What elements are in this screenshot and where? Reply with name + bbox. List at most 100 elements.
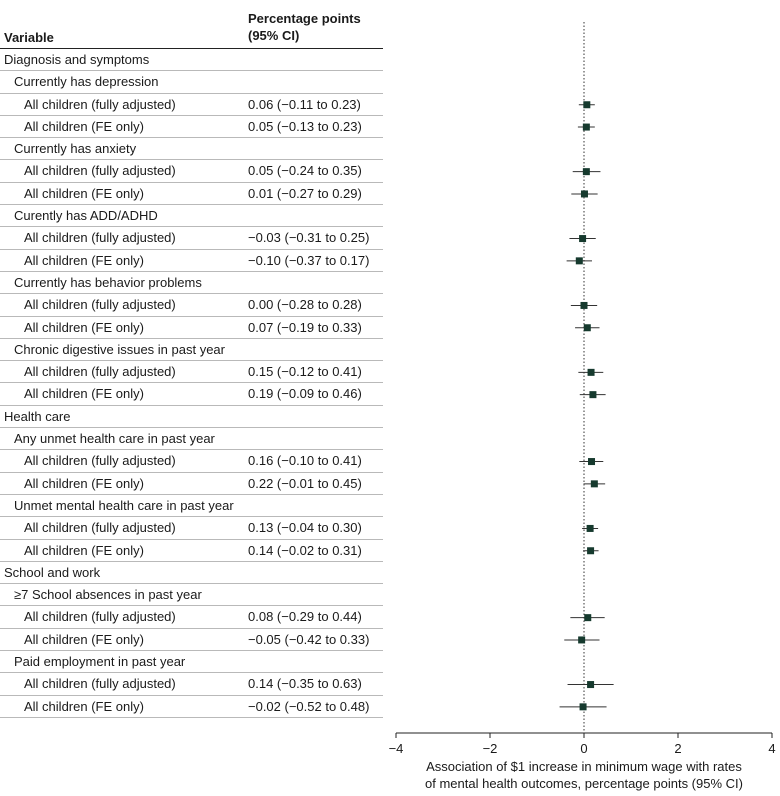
estimate-ci: 0.13 (−0.04 to 0.30) bbox=[248, 520, 362, 536]
row-label: Curently has ADD/ADHD bbox=[14, 208, 158, 224]
outcome-header: Chronic digestive issues in past year bbox=[0, 339, 383, 362]
row-label: Unmet mental health care in past year bbox=[14, 497, 234, 513]
estimate-marker bbox=[580, 190, 588, 198]
variable-column-header: Variable bbox=[4, 30, 54, 45]
table-row: All children (FE only) 0.05 (−0.13 to 0.2… bbox=[0, 116, 383, 139]
row-label: All children (fully adjusted) bbox=[24, 453, 176, 469]
outcome-header: Any unmet health care in past year bbox=[0, 428, 383, 451]
outcome-header: Curently has ADD/ADHD bbox=[0, 205, 383, 228]
table-row: All children (fully adjusted) 0.00 (−0.28… bbox=[0, 294, 383, 317]
section-header: Health care bbox=[0, 406, 383, 429]
estimate-marker bbox=[583, 101, 591, 109]
table-row: All children (FE only) 0.19 (−0.09 to 0.4… bbox=[0, 383, 383, 406]
outcome-header: Paid employment in past year bbox=[0, 651, 383, 674]
row-label: All children (fully adjusted) bbox=[24, 163, 176, 179]
row-label: All children (fully adjusted) bbox=[24, 676, 176, 692]
estimate-marker bbox=[579, 235, 587, 243]
estimate-ci: 0.07 (−0.19 to 0.33) bbox=[248, 319, 362, 335]
estimate-marker bbox=[582, 123, 590, 131]
row-label: All children (FE only) bbox=[24, 631, 144, 647]
estimate-ci: 0.05 (−0.24 to 0.35) bbox=[248, 163, 362, 179]
estimate-ci: 0.01 (−0.27 to 0.29) bbox=[248, 185, 362, 201]
estimate-ci: 0.00 (−0.28 to 0.28) bbox=[248, 297, 362, 313]
table-row: All children (FE only) −0.05 (−0.42 to 0.… bbox=[0, 629, 383, 652]
outcome-header: Currently has behavior problems bbox=[0, 272, 383, 295]
table-row: All children (fully adjusted) 0.15 (−0.12… bbox=[0, 361, 383, 384]
estimate-marker bbox=[587, 547, 595, 555]
row-label: All children (FE only) bbox=[24, 319, 144, 335]
estimate-ci: 0.14 (−0.02 to 0.31) bbox=[248, 542, 362, 558]
row-label: Paid employment in past year bbox=[14, 654, 186, 670]
table-rows: Diagnosis and symptoms Currently has depr… bbox=[0, 49, 383, 718]
estimate-ci: 0.16 (−0.10 to 0.41) bbox=[248, 453, 362, 469]
row-label: All children (FE only) bbox=[24, 185, 144, 201]
table-row: All children (fully adjusted) −0.03 (−0.3… bbox=[0, 227, 383, 250]
row-label: Chronic digestive issues in past year bbox=[14, 341, 225, 357]
estimate-marker bbox=[589, 391, 597, 399]
header-rule bbox=[0, 48, 383, 49]
row-label: All children (FE only) bbox=[24, 252, 144, 268]
outcome-header: ≥7 School absences in past year bbox=[0, 584, 383, 607]
row-label: Currently has depression bbox=[14, 74, 159, 90]
estimate-marker bbox=[579, 703, 587, 711]
estimate-ci: 0.15 (−0.12 to 0.41) bbox=[248, 364, 362, 380]
estimate-ci: −0.05 (−0.42 to 0.33) bbox=[248, 631, 370, 647]
estimate-marker bbox=[582, 168, 590, 176]
estimate-marker bbox=[587, 681, 595, 689]
estimate-marker bbox=[575, 257, 583, 265]
table-row: All children (fully adjusted) 0.05 (−0.24… bbox=[0, 160, 383, 183]
x-axis-label-line2: of mental health outcomes, percentage po… bbox=[425, 776, 743, 791]
table-row: All children (FE only) −0.10 (−0.37 to 0.… bbox=[0, 250, 383, 272]
table-row: All children (fully adjusted) 0.13 (−0.04… bbox=[0, 517, 383, 540]
estimate-ci: 0.05 (−0.13 to 0.23) bbox=[248, 118, 362, 134]
table-row: All children (fully adjusted) 0.14 (−0.35… bbox=[0, 673, 383, 696]
row-label: Currently has behavior problems bbox=[14, 274, 202, 290]
row-label: All children (FE only) bbox=[24, 475, 144, 491]
row-label: All children (fully adjusted) bbox=[24, 520, 176, 536]
x-axis-label-line1: Association of $1 increase in minimum wa… bbox=[426, 759, 742, 774]
estimate-ci: 0.22 (−0.01 to 0.45) bbox=[248, 475, 362, 491]
estimate-ci: −0.10 (−0.37 to 0.17) bbox=[248, 252, 370, 268]
estimate-marker bbox=[590, 480, 598, 488]
table-row: All children (FE only) 0.01 (−0.27 to 0.2… bbox=[0, 183, 383, 206]
row-label: Currently has anxiety bbox=[14, 141, 137, 157]
table-row: All children (FE only) 0.22 (−0.01 to 0.4… bbox=[0, 473, 383, 495]
row-label: All children (FE only) bbox=[24, 118, 144, 134]
x-tick-label: 2 bbox=[674, 741, 681, 756]
estimate-column-header: Percentage points (95% CI) bbox=[248, 10, 361, 44]
section-header: School and work bbox=[0, 562, 383, 585]
row-label: All children (FE only) bbox=[24, 698, 144, 714]
estimate-ci: −0.02 (−0.52 to 0.48) bbox=[248, 698, 370, 714]
table-row: All children (FE only) 0.07 (−0.19 to 0.3… bbox=[0, 317, 383, 339]
row-label: Health care bbox=[4, 408, 71, 424]
table-row: All children (fully adjusted) 0.16 (−0.10… bbox=[0, 450, 383, 473]
estimate-ci: −0.03 (−0.31 to 0.25) bbox=[248, 230, 370, 246]
estimate-marker bbox=[584, 614, 592, 622]
outcome-header: Currently has depression bbox=[0, 71, 383, 94]
estimate-header-line2: (95% CI) bbox=[248, 28, 300, 43]
row-label: All children (fully adjusted) bbox=[24, 96, 176, 112]
estimate-ci: 0.06 (−0.11 to 0.23) bbox=[248, 96, 361, 112]
estimate-ci: 0.14 (−0.35 to 0.63) bbox=[248, 676, 362, 692]
x-tick-label: −4 bbox=[389, 741, 404, 756]
estimate-marker bbox=[583, 324, 591, 332]
row-label: All children (FE only) bbox=[24, 542, 144, 558]
row-label: All children (fully adjusted) bbox=[24, 364, 176, 380]
section-header: Diagnosis and symptoms bbox=[0, 49, 383, 72]
row-label: Diagnosis and symptoms bbox=[4, 52, 150, 67]
row-label: All children (fully adjusted) bbox=[24, 297, 176, 313]
x-tick-label: 0 bbox=[580, 741, 587, 756]
x-tick-label: 4 bbox=[768, 741, 775, 756]
estimate-marker bbox=[580, 301, 588, 309]
estimate-header-line1: Percentage points bbox=[248, 11, 361, 26]
table-row: All children (fully adjusted) 0.08 (−0.29… bbox=[0, 606, 383, 629]
row-label: ≥7 School absences in past year bbox=[14, 587, 202, 603]
row-label: All children (fully adjusted) bbox=[24, 230, 176, 246]
estimate-marker bbox=[587, 368, 595, 376]
row-label: School and work bbox=[4, 564, 101, 580]
estimate-ci: 0.08 (−0.29 to 0.44) bbox=[248, 609, 362, 625]
table-row: All children (FE only) −0.02 (−0.52 to 0.… bbox=[0, 696, 383, 718]
row-label: All children (FE only) bbox=[24, 386, 144, 402]
outcome-header: Unmet mental health care in past year bbox=[0, 495, 383, 518]
